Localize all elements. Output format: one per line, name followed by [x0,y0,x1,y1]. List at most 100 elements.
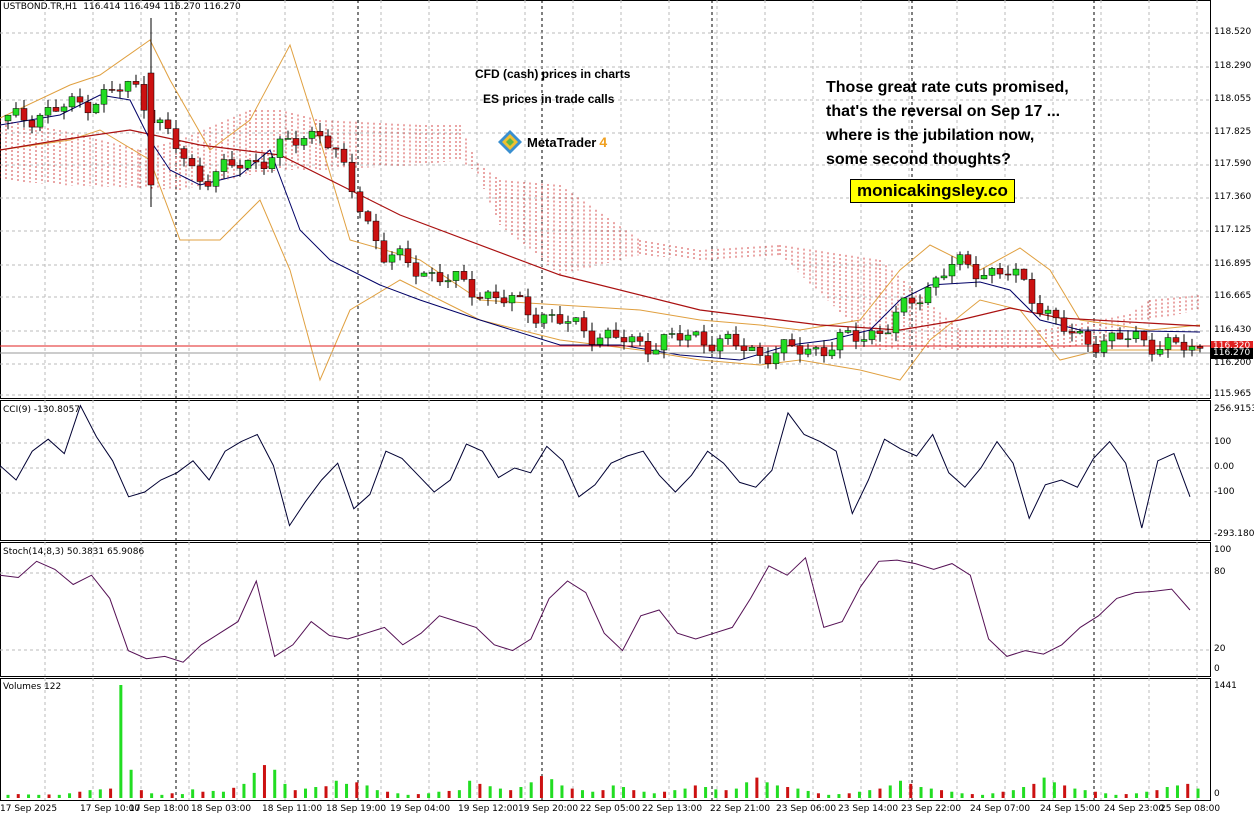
candle-body [444,280,452,283]
volume-bar [878,788,882,798]
candle-body [4,114,12,122]
candle-body [1140,331,1148,341]
volume-bar [745,782,749,798]
candle-body [596,337,604,345]
volume-bar [27,794,31,798]
candle-body [852,330,860,342]
candle-body [876,330,884,334]
volume-bar [324,786,328,798]
volume-bar [652,793,656,798]
candle-body [804,348,812,355]
candle-body [564,321,572,324]
candle-body [556,314,564,324]
volume-bar [160,794,164,798]
volume-bar [119,685,123,798]
price-tick: 116.665 [1214,291,1252,301]
candle-body [1052,309,1060,319]
volume-bar [1011,790,1015,798]
candle-body [572,317,580,322]
volume-bar [304,788,307,798]
pane-frame [0,0,1211,399]
candle-body [100,89,108,105]
volume-bar [221,791,225,798]
candle-body [620,337,628,343]
volume-bar [437,791,441,798]
candle-body [140,84,148,111]
candle-body [612,329,620,338]
volume-bar [37,794,41,798]
candle-body [212,171,220,187]
metatrader-icon [498,130,522,154]
candle-body [668,333,676,335]
volume-bar [786,787,790,798]
volume-bar [683,788,687,798]
slow-moving-average [0,129,1201,331]
volume-bar [673,790,677,798]
volume-bar [375,790,379,798]
candle-body [828,349,836,357]
volume-bar [724,790,728,798]
cci-line [0,404,1191,529]
price-tick: 116.200 [1214,358,1252,368]
volume-bar [1186,783,1190,798]
volume-bar [509,790,513,798]
volume-bar [970,794,974,798]
volume-bar [806,790,810,798]
comment-line-3: where is the jubilation now, [826,127,1035,144]
volume-tick-0: 0 [1214,789,1220,799]
candle-body [220,159,228,172]
candle-body [940,275,948,279]
candle-body [284,138,292,140]
candle-body [1036,303,1044,314]
candle-body [1188,346,1196,351]
volume-bar [642,791,646,798]
candle-body [156,119,164,124]
symbol-label: USTBOND.TR,H1 [3,2,78,12]
volume-bar [355,782,359,798]
price-tick: 117.125 [1214,225,1252,235]
candle-body [540,314,548,324]
price-tick: 115.965 [1214,389,1252,399]
volume-bar [950,791,954,798]
es-note: ES prices in trade calls [483,92,615,106]
bollinger-upper [0,39,1201,331]
candle-body [964,254,972,265]
website-badge[interactable]: monicakingsley.co [850,179,1015,203]
candle-body [324,135,332,149]
pane-frame [0,542,1211,677]
candle-body [708,344,716,352]
volume-tick-max: 1441 [1214,681,1237,691]
volume-bar [622,787,626,798]
candle-body [476,296,484,299]
cci-tick-100: 100 [1214,437,1232,447]
volume-bar [201,791,205,798]
volume-bar [416,794,420,798]
volume-bar [88,790,92,798]
candle-body [108,89,116,91]
candle-body [1092,344,1100,353]
candle-body [60,106,68,112]
comment-line-4: some second thoughts? [826,151,1011,168]
time-tick: 17 Sep 10:00 [80,804,141,814]
time-tick: 24 Sep 15:00 [1040,804,1101,814]
candle-body [236,165,244,169]
candle-body [684,334,692,341]
candle-body [68,96,76,108]
volume-bar [1155,790,1159,798]
volume-bar [478,783,482,798]
time-tick: 18 Sep 03:00 [191,804,252,814]
candle-body [756,346,764,356]
candle-body [116,89,124,92]
cci-tick-max: 256.9153 [1214,404,1254,414]
candle-body [900,297,908,313]
candle-body [124,81,132,92]
candle-body [844,330,852,333]
volume-bar [1052,782,1056,798]
volume-bar [529,782,533,798]
candle-body [1068,331,1076,334]
volume-bar [1134,793,1138,798]
volume-bar [252,772,256,798]
commentary: Those great rate cuts promised, that's t… [826,76,1069,172]
